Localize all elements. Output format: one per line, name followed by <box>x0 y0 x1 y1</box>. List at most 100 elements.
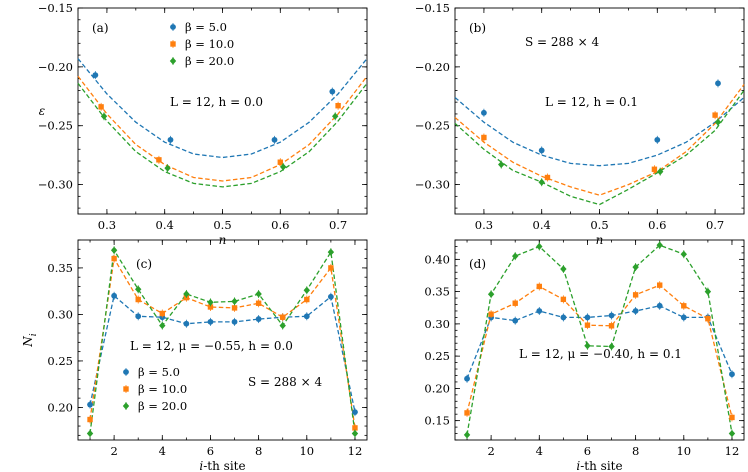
panel-label: (b) <box>469 21 486 35</box>
data-point <box>654 136 661 143</box>
data-point <box>279 321 286 330</box>
x-tick-label: 12 <box>348 444 363 458</box>
y-axis-label: Ni <box>21 333 39 348</box>
data-point <box>351 429 359 438</box>
y-tick-label: 0.35 <box>47 261 73 275</box>
data-point <box>271 136 278 143</box>
data-point <box>280 314 286 320</box>
panel-label: (d) <box>469 257 486 271</box>
data-point <box>656 302 663 309</box>
data-point <box>255 316 262 322</box>
legend: β = 5.0 β = 10.0 β = 20.0 <box>169 20 234 68</box>
data-point <box>481 134 487 141</box>
data-point <box>498 160 505 169</box>
y-tick-label: 0.25 <box>424 349 450 363</box>
data-point <box>608 342 615 351</box>
data-point <box>135 313 142 320</box>
data-point <box>651 166 658 172</box>
plot-frame <box>77 239 368 441</box>
y-tick-label: −0.30 <box>38 178 73 192</box>
y-axis-label: ε <box>39 104 45 118</box>
data-point <box>332 112 339 120</box>
y-tick-label: 0.30 <box>47 307 73 321</box>
data-point <box>544 174 551 181</box>
data-point <box>135 285 142 293</box>
data-point <box>584 314 591 321</box>
data-point <box>656 241 663 249</box>
panel-label: (c) <box>136 257 152 271</box>
data-point <box>303 286 310 294</box>
panel-a: 0.3 0.4 0.5 0.6 0.7−0.30−0.25−0.20−0.15nε(a)… <box>38 1 368 247</box>
annotation: S = 288 × 4 <box>525 35 599 49</box>
annotation: L = 12, μ = −0.40, h = 0.1 <box>519 347 682 361</box>
data-point <box>463 431 471 439</box>
data-point <box>159 310 165 317</box>
y-tick-label: 0.20 <box>47 400 73 414</box>
data-point <box>328 265 334 271</box>
x-tick-label: 8 <box>255 444 262 458</box>
data-point <box>255 290 262 298</box>
data-point <box>87 401 93 408</box>
x-tick-label: 0.5 <box>590 218 608 232</box>
data-point <box>632 308 639 314</box>
plot-frame <box>454 7 745 215</box>
data-point <box>705 316 711 322</box>
fit-line <box>454 90 745 206</box>
panel-b: 0.3 0.4 0.5 0.6 0.7−0.30−0.25−0.20−0.15n(b)S… <box>415 1 745 247</box>
series-line <box>89 248 356 434</box>
data-point <box>704 288 712 296</box>
data-point <box>207 298 214 306</box>
fit-line <box>77 82 368 188</box>
x-tick-label: 0.6 <box>648 218 666 232</box>
data-point <box>167 136 174 143</box>
data-point <box>729 414 735 421</box>
x-tick-label: 0.6 <box>271 218 289 232</box>
data-point <box>729 371 735 378</box>
data-point <box>608 323 615 329</box>
data-point <box>512 317 519 324</box>
annotation: L = 12, μ = −0.55, h = 0.0 <box>130 339 293 353</box>
panel-c: 2 4 6 8 10 12 0.20 0.25 0.30 0.35 i-th site Ni (c) L … <box>21 239 368 472</box>
y-tick-label: 0.30 <box>424 317 450 331</box>
y-tick-label: −0.30 <box>415 178 450 192</box>
data-point <box>303 313 310 320</box>
series-line <box>89 256 356 428</box>
annotation: L = 12, h = 0.1 <box>545 95 638 109</box>
data-point <box>512 300 518 306</box>
data-point <box>560 265 567 273</box>
x-tick-label: 0.4 <box>533 218 551 232</box>
data-point <box>584 342 591 350</box>
annotation: S = 288 × 4 <box>248 375 322 389</box>
series-line <box>89 294 356 413</box>
data-point <box>255 300 262 306</box>
data-point <box>183 290 190 298</box>
y-tick-label: −0.15 <box>38 1 73 15</box>
data-point <box>111 292 118 299</box>
data-point <box>657 282 663 288</box>
x-tick-label: 0.7 <box>329 218 347 232</box>
data-point <box>135 296 141 303</box>
y-tick-label: 0.40 <box>424 252 450 266</box>
data-point <box>164 164 171 172</box>
data-point <box>183 320 190 327</box>
x-tick-label: 10 <box>299 444 314 458</box>
fit-line <box>454 84 745 196</box>
fit-line <box>454 97 745 167</box>
y-tick-label: −0.25 <box>415 119 450 133</box>
data-point <box>538 147 545 154</box>
data-point <box>608 312 615 319</box>
data-point <box>536 283 542 290</box>
data-point <box>100 112 108 120</box>
data-point <box>92 72 99 78</box>
data-point <box>159 321 166 330</box>
legend-label: β = 20.0 <box>185 54 234 68</box>
y-tick-label: −0.20 <box>38 60 73 74</box>
data-point <box>231 305 238 311</box>
series-line <box>466 305 733 379</box>
data-point <box>352 409 358 415</box>
x-tick-label: 6 <box>207 444 214 458</box>
data-point <box>481 109 487 116</box>
data-point <box>464 375 470 382</box>
data-point <box>464 410 470 416</box>
data-point <box>207 304 214 310</box>
